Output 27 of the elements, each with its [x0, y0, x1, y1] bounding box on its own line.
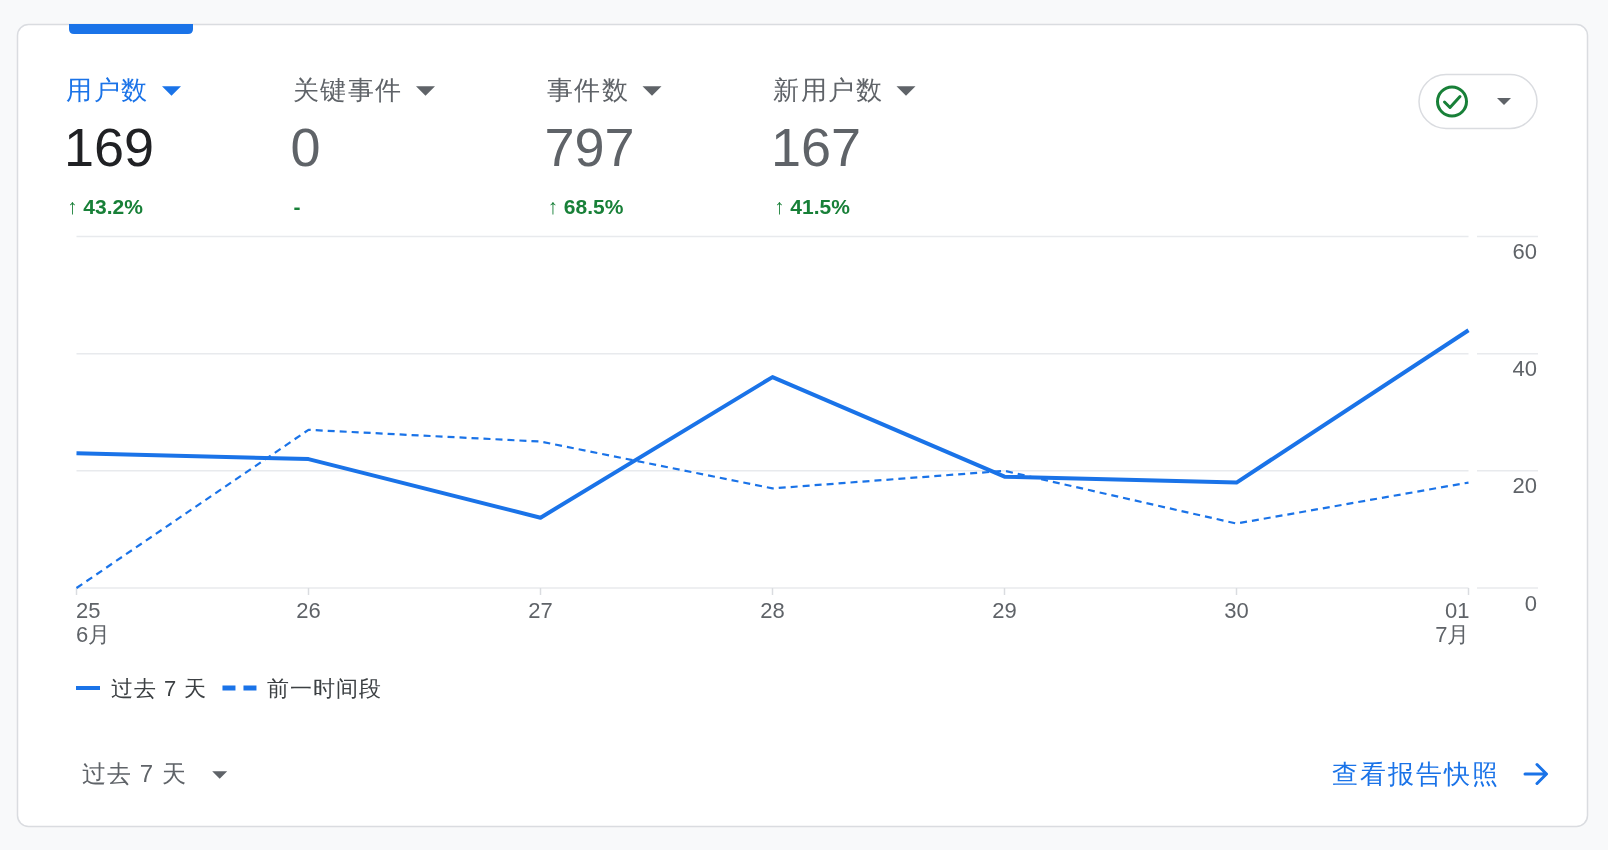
x-tick-label: 25 6月	[76, 597, 111, 647]
x-tick-label: 26	[296, 597, 321, 623]
x-tick-label: 28	[760, 597, 785, 623]
data-label: 797	[544, 117, 635, 177]
category-label: 事件数	[546, 75, 629, 105]
y-tick-label: 40	[1512, 356, 1537, 382]
x-tick-label: 29	[992, 597, 1017, 623]
text: 查看报告快照	[1332, 759, 1500, 789]
category-label: 用户数	[66, 75, 149, 105]
category-label: 关键事件	[292, 75, 403, 105]
y-tick-label: 0	[1524, 590, 1537, 616]
data-label: 0	[290, 117, 321, 177]
y-tick-label: 20	[1512, 473, 1537, 499]
legend-label: 过去 7 天	[111, 675, 208, 701]
legend-label: 前一时间段	[267, 675, 383, 701]
text: ↑ 68.5%	[547, 194, 624, 218]
x-tick-label: 27	[528, 597, 553, 623]
x-tick-label: 30	[1224, 597, 1249, 623]
text: ↑ 43.2%	[67, 194, 144, 218]
y-tick-label: 60	[1512, 239, 1537, 264]
x-tick-label: 01 7月	[1435, 597, 1470, 647]
data-label: 167	[771, 117, 862, 177]
text: 过去 7 天	[82, 759, 187, 787]
text: ↑ 41.5%	[774, 194, 851, 218]
data-label: 169	[64, 117, 155, 177]
category-label: 新用户数	[773, 75, 883, 105]
text: -	[293, 194, 301, 218]
